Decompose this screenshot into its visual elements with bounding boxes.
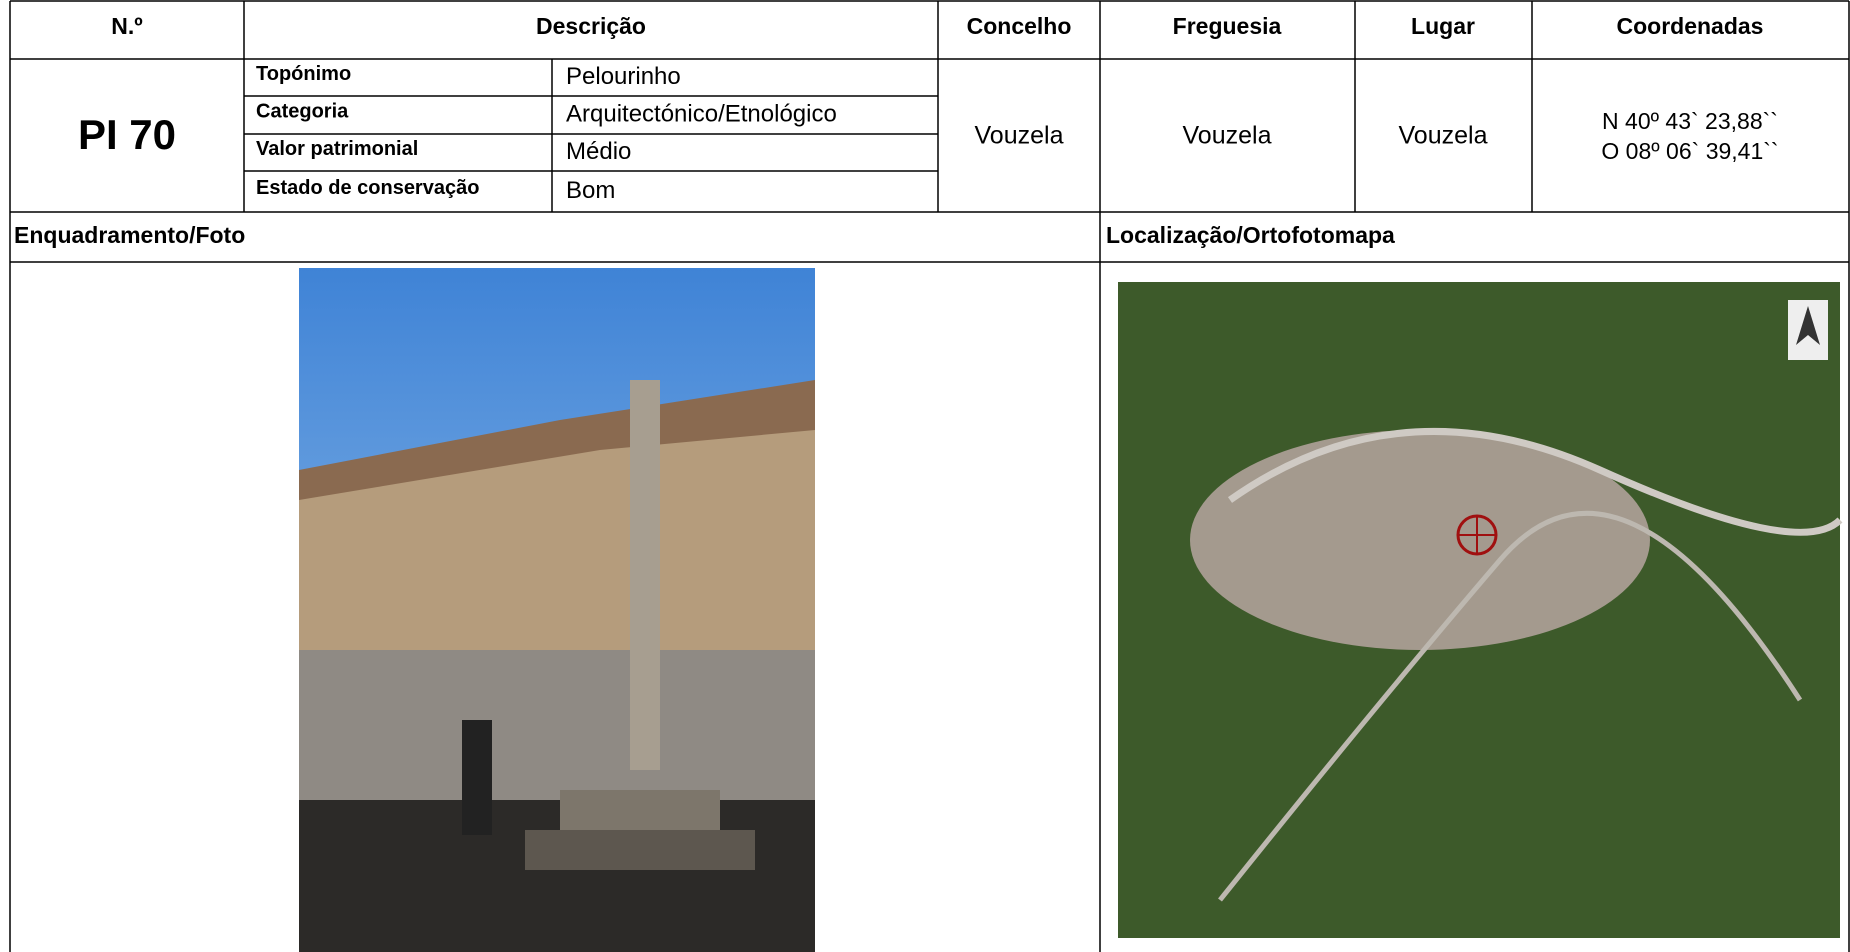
fields: Topónimo Pelourinho Categoria Arquitectónic… xyxy=(256,63,837,204)
header-cell: Freguesia xyxy=(1173,13,1282,39)
header-cell: Coordenadas xyxy=(1617,13,1764,39)
freguesia: Vouzela xyxy=(1183,122,1272,150)
header-cell: Lugar xyxy=(1411,13,1475,39)
record-number: PI 70 xyxy=(78,111,176,158)
field-label: Categoria xyxy=(256,100,349,122)
section-title: Localização/Ortofotomapa xyxy=(1106,222,1395,248)
field-value: Bom xyxy=(566,177,615,204)
header-cell: Descrição xyxy=(536,13,646,39)
section-title: Enquadramento/Foto xyxy=(14,222,245,248)
field-value: Arquitectónico/Etnológico xyxy=(566,100,837,127)
lugar: Vouzela xyxy=(1399,122,1488,150)
field-label: Topónimo xyxy=(256,63,351,85)
field-label: Estado de conservação xyxy=(256,177,479,199)
field-label: Valor patrimonial xyxy=(256,138,418,160)
field-value: Médio xyxy=(566,138,631,165)
table-grid xyxy=(9,0,1850,952)
header-cell: N.º xyxy=(111,13,142,39)
field-value: Pelourinho xyxy=(566,63,681,90)
coordinate: O 08º 06` 39,41`` xyxy=(1601,138,1778,164)
photo xyxy=(299,268,815,952)
coordinate: N 40º 43` 23,88`` xyxy=(1602,108,1778,134)
concelho: Vouzela xyxy=(975,122,1064,150)
orthophoto-map xyxy=(1118,282,1843,938)
header-cell: Concelho xyxy=(967,13,1072,39)
